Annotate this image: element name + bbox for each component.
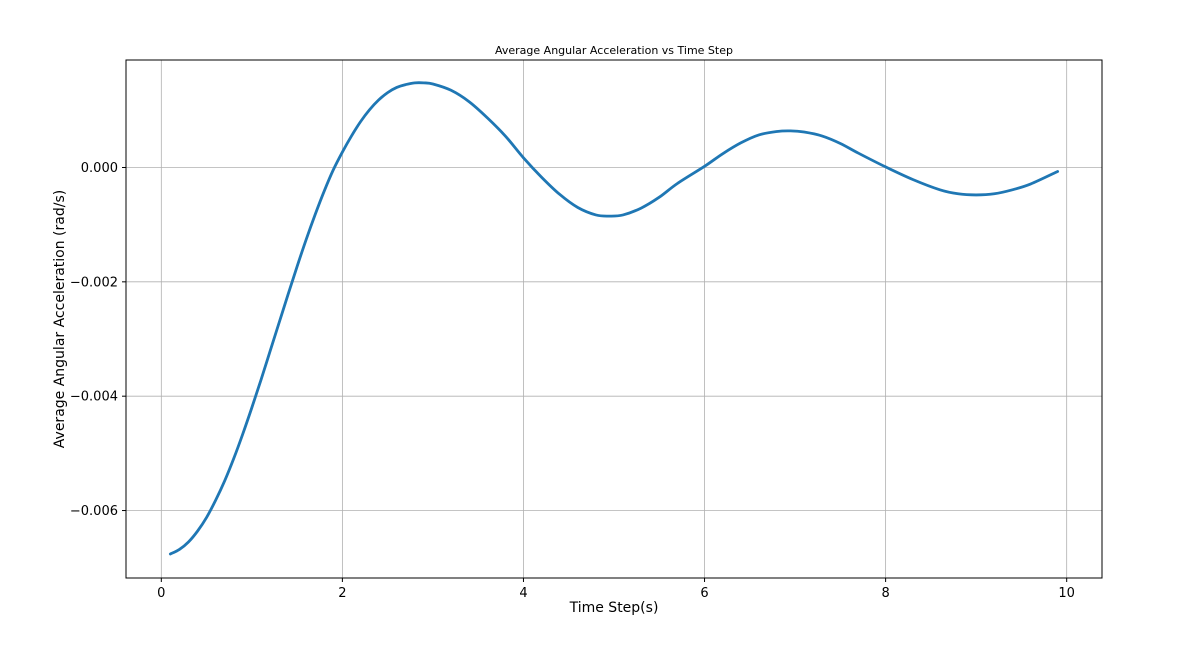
x-tick-label: 2 (338, 586, 346, 601)
x-tick-label: 8 (881, 586, 889, 601)
x-tick-label: 0 (157, 586, 165, 601)
x-axis-label: Time Step(s) (569, 600, 659, 616)
x-tick-label: 10 (1058, 586, 1075, 601)
plot-frame (125, 59, 1103, 579)
y-tick-label: −0.004 (70, 390, 118, 405)
grid-layer (126, 60, 1102, 578)
tick-layer: 0 2 4 6 8 10 −0.006 −0.004 −0.002 0.000 (70, 161, 1075, 601)
x-tick-label: 4 (519, 586, 527, 601)
x-tick-label: 6 (700, 586, 708, 601)
y-axis-label: Average Angular Acceleration (rad/s) (52, 190, 68, 448)
chart-title: Average Angular Acceleration vs Time Ste… (495, 44, 733, 57)
y-tick-label: 0.000 (81, 161, 118, 176)
series-line (168, 81, 1060, 556)
y-tick-label: −0.002 (70, 275, 118, 290)
y-tick-label: −0.006 (70, 504, 118, 519)
series-layer (168, 81, 1060, 556)
